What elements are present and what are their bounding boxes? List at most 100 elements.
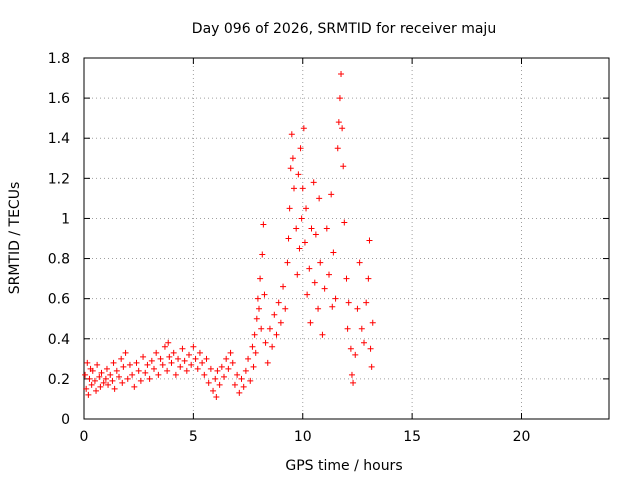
data-point [338,71,345,78]
data-point [291,185,297,192]
data-point [312,231,319,238]
data-point [107,371,114,378]
data-point [218,363,225,370]
y-axis-label: SRMTID / TECUs [7,182,23,295]
data-point [250,363,257,370]
data-point [345,299,352,306]
x-tick-label: 0 [80,429,89,445]
data-point [294,271,301,278]
data-point [301,239,308,246]
data-point [100,379,107,386]
y-tick-label: 0.2 [48,372,70,388]
data-point [298,215,305,222]
data-point [196,349,203,356]
data-point [161,343,168,350]
y-tick-label: 1.2 [48,171,70,187]
data-point [348,371,355,378]
data-point [175,355,182,362]
data-point [368,363,375,370]
y-tick-label: 0 [61,412,70,428]
data-point [334,145,341,152]
data-point [300,125,307,132]
data-point [93,387,100,394]
data-point [126,361,133,368]
data-point [340,163,347,170]
data-point [369,319,376,326]
data-point [213,393,220,400]
data-point [285,235,292,242]
data-point [262,339,269,346]
data-point [190,343,197,350]
data-point [258,325,265,332]
data-point [82,371,89,378]
data-point [249,343,256,350]
data-point [310,179,317,186]
data-point [336,95,343,102]
data-point [307,319,314,326]
data-point [315,305,322,312]
data-point [96,373,103,380]
data-point [306,265,313,272]
data-point [181,357,188,364]
data-point [135,367,142,374]
data-point [254,295,261,302]
data-point [83,385,90,392]
data-point [356,259,363,266]
data-point [303,205,310,212]
y-tick-label: 0.4 [48,332,70,348]
chart-title: Day 096 of 2026, SRMTID for receiver maj… [192,21,496,37]
data-point [151,365,157,372]
data-point [94,361,101,368]
data-point [253,315,260,322]
data-point [166,353,173,360]
data-point [341,219,348,226]
data-point [88,381,95,388]
data-point [354,305,361,312]
data-point [260,221,267,228]
data-point [97,383,104,390]
data-point [179,345,186,352]
data-point [116,373,122,380]
data-point [277,319,284,326]
data-point [212,375,219,382]
data-point [122,349,129,356]
data-point [323,225,330,232]
data-point [330,249,337,256]
data-point [133,359,140,366]
x-tick-label: 10 [294,429,312,445]
data-point [105,381,112,388]
data-point [223,355,230,362]
data-point [329,303,336,310]
y-tick-label: 1.8 [48,51,70,67]
data-point [287,165,294,172]
data-point [120,363,127,370]
data-point [140,353,147,360]
axis-ticks: 0 5 10 15 20 0 0.2 0.4 0.6 0.8 1 1.2 1.4 1.6 1.8 [48,51,609,445]
data-point [261,291,268,298]
data-point [183,367,190,374]
data-point [231,381,238,388]
x-axis-label: GPS time / hours [285,458,402,474]
data-point [203,355,210,362]
data-point [273,331,280,338]
data-point [316,195,323,202]
data-point [361,339,367,346]
x-tick-label: 20 [513,429,531,445]
data-point [242,367,249,374]
data-point [144,361,151,368]
data-point [148,357,155,364]
data-point [328,191,335,198]
data-point [91,377,98,384]
data-point [367,345,374,352]
data-point [317,259,324,266]
data-point [271,311,278,318]
data-point [188,361,195,368]
data-point [275,299,282,306]
data-point [194,365,201,372]
data-markers [82,71,376,400]
data-point [284,259,291,266]
data-point [85,391,92,398]
y-tick-label: 0.8 [48,252,70,268]
data-point [335,119,342,126]
data-point [221,373,227,380]
